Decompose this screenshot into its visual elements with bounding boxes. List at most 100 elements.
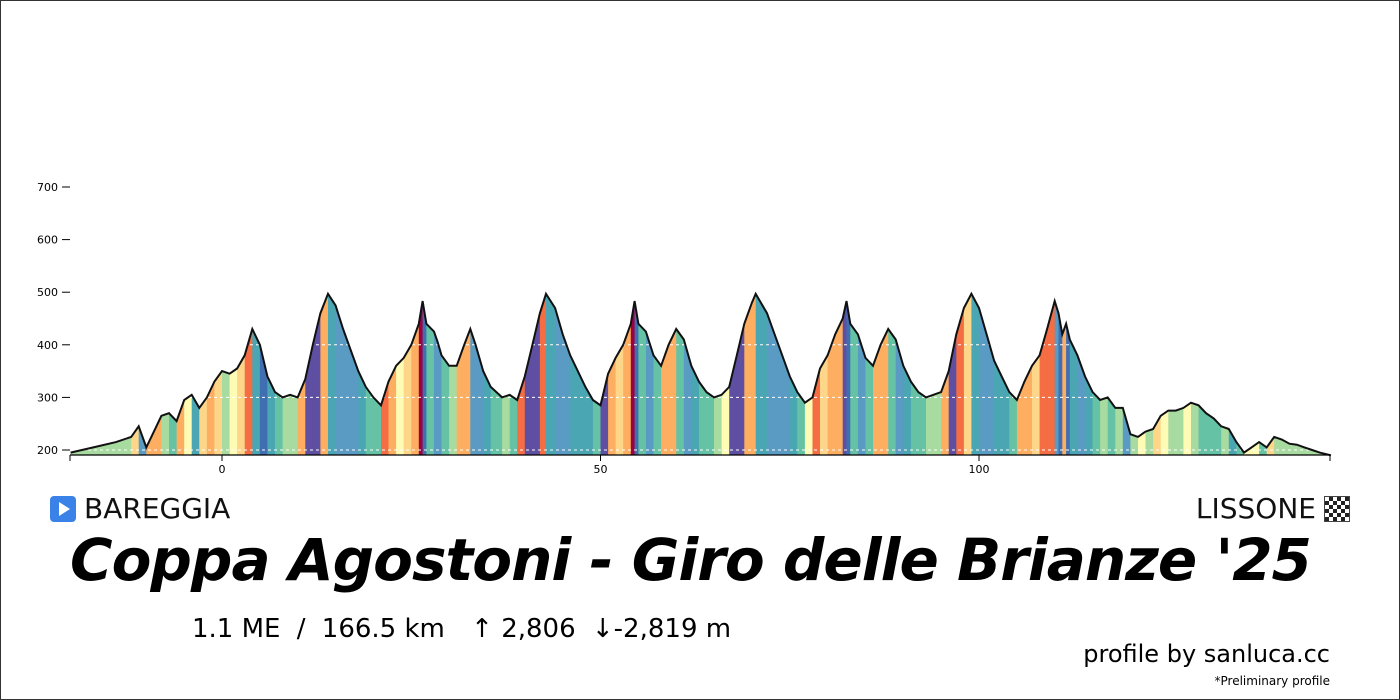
profile-segment [638,293,647,455]
profile-segment [305,293,314,455]
profile-segment [1085,293,1093,455]
profile-segment [411,293,420,455]
profile-segment [744,293,753,455]
profile-segment [1191,293,1199,455]
y-tick-label: 300 [37,391,58,404]
profile-segment [93,293,117,455]
profile-segment [1304,293,1313,455]
profile-segment [963,293,972,455]
y-tick-label: 400 [37,339,58,352]
profile-segment [910,293,919,455]
profile-segment [396,293,405,455]
profile-segment [865,293,874,455]
profile-segment [237,293,246,455]
profile-segment [456,293,465,455]
profile-segment [229,293,238,455]
profile-segment [131,293,140,455]
stat-distance: 166.5 km [321,614,445,644]
profile-segment [1032,293,1040,455]
start-location: BAREGGIA [50,492,230,525]
profile-segment [1107,293,1116,455]
stat-ascent: ↑ 2,806 [471,614,576,644]
profile-segment [290,293,299,455]
profile-segment [1062,293,1067,455]
profile-segment [1183,293,1192,455]
profile-segment [403,293,412,455]
profile-segment [1312,293,1321,455]
profile-segment [721,293,730,455]
profile-segment [1168,293,1177,455]
x-tick-label: 50 [594,463,608,476]
profile-segment [1066,293,1071,455]
x-tick-label: 0 [219,463,226,476]
checkered-flag-icon [1324,495,1350,522]
profile-segment [653,293,662,455]
elevation-profile-line [70,291,1332,457]
stat-descent: ↓-2,819 m [591,614,732,644]
stat-me: 1.1 ME [192,614,281,644]
profile-segment [1221,293,1230,455]
profile-segment [850,293,859,455]
profile-segment [490,293,503,455]
profile-segment [1244,293,1252,455]
y-tick-label: 200 [37,444,58,457]
profile-segment [502,293,511,455]
profile-segment [297,293,306,455]
profile-segment [335,293,344,455]
profile-segment [1228,293,1237,455]
profile-segment [381,293,389,455]
profile-segment [895,293,904,455]
profile-segment [441,293,450,455]
profile-segment [994,293,1003,455]
profile-segment [1039,293,1048,455]
profile-segment [736,293,745,455]
profile-segment [1092,293,1101,455]
profile-segment [661,293,670,455]
profile-segment [820,293,828,455]
x-axis: 0 50 100 [69,454,1331,476]
profile-segment [1274,293,1283,455]
profile-segment [350,293,359,455]
profile-segment [645,293,654,455]
profile-segment [782,293,791,455]
profile-segment [176,293,185,455]
profile-credit: profile by sanluca.cc [1083,640,1330,668]
y-tick-label: 500 [37,286,58,299]
profile-segment [1009,293,1018,455]
profile-segment [1069,293,1078,455]
profile-segment [1289,293,1298,455]
profile-segment [464,293,471,455]
profile-segment [1296,293,1305,455]
profile-segment [388,293,397,455]
profile-segment [555,293,564,455]
profile-segment [1016,293,1025,455]
profile-segment [986,293,995,455]
profile-segment [418,293,423,455]
profile-segment [70,293,94,455]
profile-segment [437,293,442,455]
profile-segment [971,293,980,455]
profile-segment [812,293,821,455]
profile-segment [214,293,223,455]
profile-segment [691,293,700,455]
profile-segment [1213,293,1222,455]
profile-segment [146,293,155,455]
profile-segment [751,293,757,455]
profile-segment [153,293,162,455]
profile-segment [1236,293,1245,455]
y-tick-label: 700 [37,181,58,194]
profile-segment [1175,293,1184,455]
profile-segment [184,293,193,455]
profile-segment [267,293,276,455]
profile-segment [517,293,526,455]
stat-separator: / [296,614,306,644]
profile-segment [918,293,927,455]
profile-segment [1024,293,1033,455]
profile-segment [475,293,484,455]
profile-segment [729,293,738,455]
profile-segment [888,293,897,455]
profile-segment [1319,293,1332,455]
profile-segment [426,293,435,455]
profile-segment [948,293,957,455]
profile-segment [570,293,579,455]
